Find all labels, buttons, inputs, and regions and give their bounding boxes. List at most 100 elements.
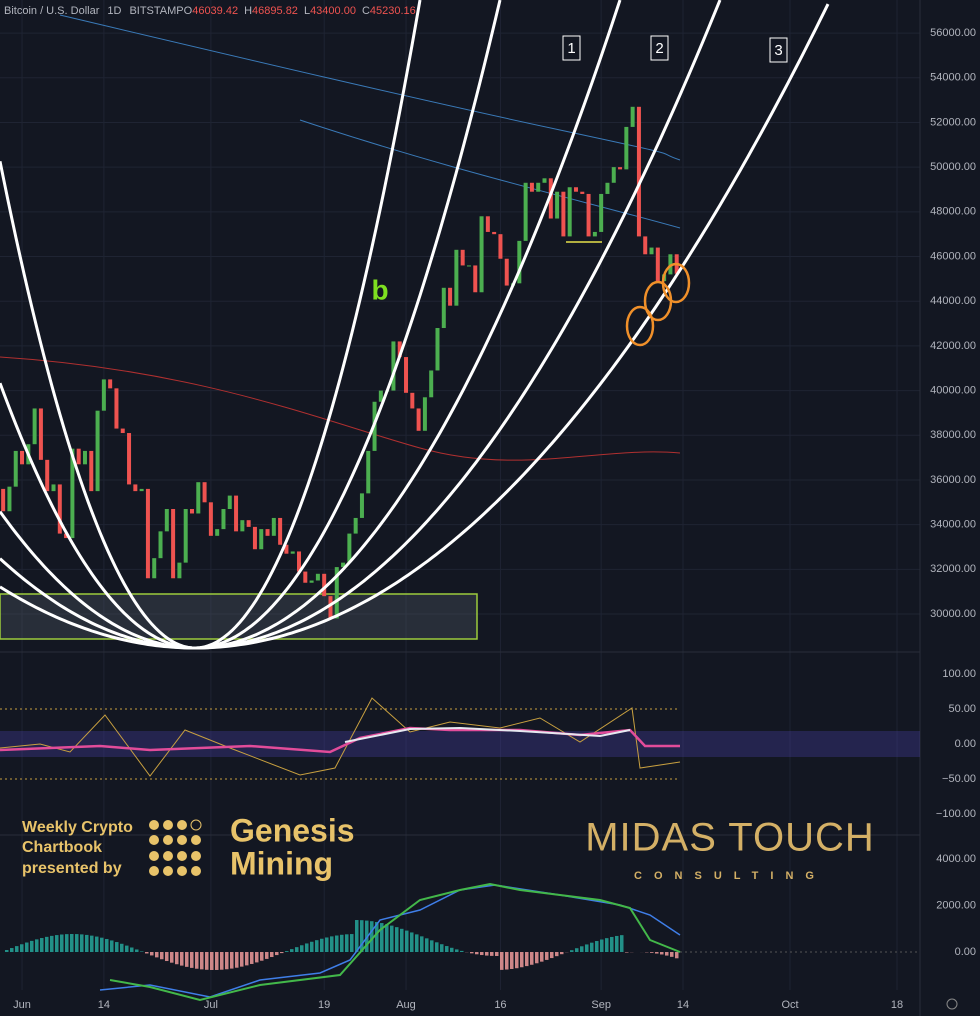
candle-body [101,379,106,411]
candle-body [246,520,251,527]
histogram-bar [210,952,214,970]
histogram-bar [10,948,14,952]
histogram-bar [405,930,409,952]
histogram-bar [120,943,124,952]
histogram-bar [375,922,379,952]
histogram-bar [175,952,179,965]
candle-body [95,410,100,492]
histogram-bar [60,934,64,952]
candle-body [108,379,113,389]
candle-body [290,551,295,554]
parabola [0,0,422,650]
histogram-bar [505,952,509,970]
candle-body [347,533,352,563]
candle-body [51,484,56,492]
header: Bitcoin / U.S. Dollar 1D BITSTAMPO46039.42… [4,5,416,17]
candle-body [492,231,497,235]
sponsor-name: Mining [230,845,333,881]
candle-body [580,191,585,194]
histogram-bar [185,952,189,967]
histogram-bar [480,952,484,956]
settings-icon[interactable] [946,998,958,1010]
parabola [0,0,622,650]
histogram-bar [240,952,244,967]
histogram-bar [90,935,94,952]
histogram-bar [330,936,334,952]
histogram-bar [545,952,549,960]
histogram-bar [150,952,154,956]
annotation: 1 [567,40,575,57]
candle-body [397,341,402,358]
candle-body [649,247,654,255]
histogram-bar [660,952,664,955]
histogram-bar [230,952,234,969]
histogram-bar [155,952,159,958]
histogram-bar [280,952,284,954]
histogram-bar [165,952,169,962]
candle-body [208,502,213,536]
candle-body [479,216,484,293]
candle-body [341,562,346,568]
candle-body [303,571,308,583]
candle-body [315,573,320,581]
histogram-bar [265,952,269,959]
histogram-bar [515,952,519,969]
histogram-bar [385,924,389,952]
interval: 1D [107,5,121,17]
moving-average [0,356,681,461]
histogram-bar [520,952,524,968]
candle-body [599,193,604,232]
ohlc-value: 43400.00 [310,5,356,17]
logo-sub: CONSULTING [634,870,826,882]
histogram-bar [595,941,599,952]
candle-body [359,493,364,518]
histogram-bar [170,952,174,963]
histogram-bar [290,949,294,952]
candle-body [643,236,648,255]
candle-body [164,509,169,532]
histogram-bar [315,940,319,952]
y-tick-label: 38000.00 [930,429,976,441]
histogram-bar [125,945,129,952]
candle-body [592,231,597,237]
histogram-bar [95,936,99,952]
symbol: Bitcoin / U.S. Dollar [4,5,100,17]
label-box [650,35,669,61]
histogram-bar [250,952,254,964]
candle-body [227,495,232,510]
candle-body [20,450,25,465]
candle-body [278,517,283,545]
candle-body [127,433,132,485]
y-tick-label: 50000.00 [930,161,976,173]
histogram-bar [75,934,79,952]
histogram-bar [45,936,49,952]
candle-body [542,178,547,183]
histogram-bar [20,944,24,952]
y-tick-label: 100.00 [942,668,976,680]
candle-body [152,558,157,579]
candle-body [64,533,69,539]
ohlc-key: L [304,5,310,17]
candle-body [630,106,635,127]
ohlc-value: 45230.16 [370,5,416,17]
histogram-bar [510,952,514,969]
histogram-bar [320,938,324,952]
histogram-bar [445,946,449,952]
candle-body [259,529,264,550]
candle-body [655,247,660,282]
histogram-bar [560,952,564,955]
candle-body [120,428,125,434]
histogram-bar [65,934,69,952]
histogram-bar [180,952,184,966]
histogram-bar [500,952,504,970]
candle-body [573,187,578,192]
histogram-bar [380,923,384,952]
histogram-bar [550,952,554,959]
histogram-bar [15,946,19,952]
sponsor-logo [149,819,202,876]
histogram-bar [260,952,264,961]
histogram-bar [295,947,299,952]
candle-body [196,482,201,514]
y-tick-label: 0.00 [955,738,976,750]
histogram-bar [335,935,339,952]
